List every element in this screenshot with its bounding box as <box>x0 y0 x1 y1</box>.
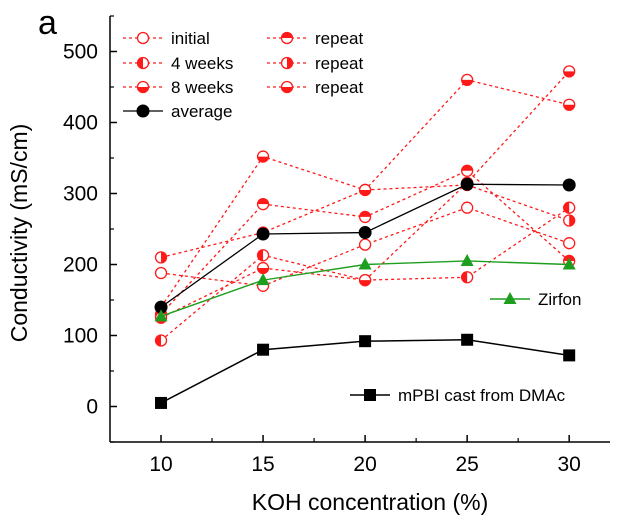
y-tick-label: 400 <box>63 112 98 135</box>
data-point <box>359 335 372 348</box>
data-point <box>563 65 576 78</box>
series-7 <box>154 253 576 322</box>
legend-marker <box>503 292 517 304</box>
data-point <box>358 210 372 224</box>
legend-item: 8 weeks <box>123 78 233 97</box>
y-tick-label: 200 <box>63 254 98 277</box>
x-tick-label: 25 <box>455 453 478 476</box>
data-point <box>460 177 474 191</box>
legend-marker <box>364 389 376 401</box>
legend-item: 4 weeks <box>123 54 233 73</box>
panel-label: a <box>38 4 57 42</box>
legend-label: mPBI cast from DMAc <box>398 386 566 405</box>
data-point <box>563 201 576 214</box>
data-point <box>154 309 168 322</box>
data-point <box>358 183 372 197</box>
data-point <box>257 343 270 356</box>
legend-item: repeat <box>267 54 363 73</box>
data-point <box>358 226 372 240</box>
y-tick-label: 0 <box>86 396 98 419</box>
y-tick-label: 500 <box>63 41 98 64</box>
series-layer <box>154 65 576 409</box>
legend-marker <box>280 56 294 70</box>
data-point <box>154 251 168 264</box>
data-point <box>358 273 372 287</box>
x-axis-label: KOH concentration (%) <box>252 489 488 515</box>
legend-item: repeat <box>267 29 363 48</box>
axes: 0 100 200 300 400 500 10 15 20 25 30 <box>63 15 610 476</box>
data-point <box>563 349 576 362</box>
data-point <box>358 238 372 251</box>
legend-item: mPBI cast from DMAc <box>350 386 566 405</box>
data-point <box>460 164 474 177</box>
data-point <box>256 227 270 241</box>
legend-marker <box>136 56 150 70</box>
data-point <box>256 261 270 275</box>
legend-marker <box>136 104 150 118</box>
legend-marker <box>280 31 294 45</box>
y-tick-label: 100 <box>63 325 98 348</box>
y-tick-label: 300 <box>63 183 98 206</box>
data-point <box>562 257 576 270</box>
legend-item: repeat <box>267 78 363 97</box>
series-8 <box>155 333 576 409</box>
data-point <box>256 197 270 211</box>
y-axis-label: Conductivity (mS/cm) <box>6 124 32 343</box>
legend-item: average <box>123 102 232 121</box>
legend-label: repeat <box>315 78 363 97</box>
x-tick-label: 30 <box>558 453 581 476</box>
legend-item: initial <box>123 29 210 48</box>
data-point <box>256 273 270 286</box>
data-point <box>563 98 576 111</box>
legend-label: repeat <box>315 54 363 73</box>
legend-item: Zirfon <box>490 290 581 309</box>
data-point <box>154 300 168 314</box>
data-point <box>154 266 168 280</box>
legend-label: average <box>171 102 232 121</box>
legend: initial 4 weeks 8 weeks average repeat repeat… <box>123 29 581 405</box>
legend-label: Zirfon <box>538 290 581 309</box>
legend-label: 4 weeks <box>171 54 233 73</box>
data-point <box>461 333 474 346</box>
legend-marker <box>136 31 150 45</box>
data-point <box>154 334 168 347</box>
data-point <box>562 178 576 192</box>
data-point <box>563 214 576 227</box>
series-2 <box>154 201 576 347</box>
legend-label: 8 weeks <box>171 78 233 97</box>
series-6 <box>154 177 576 314</box>
data-point <box>460 73 474 87</box>
x-tick-label: 10 <box>149 453 172 476</box>
data-point <box>256 150 270 163</box>
x-tick-label: 20 <box>353 453 376 476</box>
data-point <box>358 257 372 270</box>
data-point <box>563 237 576 250</box>
legend-label: initial <box>171 29 210 48</box>
data-point <box>460 253 474 266</box>
data-point <box>256 249 270 262</box>
data-point <box>460 201 474 214</box>
x-tick-label: 15 <box>251 453 274 476</box>
legend-marker <box>136 80 150 94</box>
data-point <box>460 271 474 284</box>
legend-marker <box>280 80 294 94</box>
legend-label: repeat <box>315 29 363 48</box>
data-point <box>155 396 168 409</box>
